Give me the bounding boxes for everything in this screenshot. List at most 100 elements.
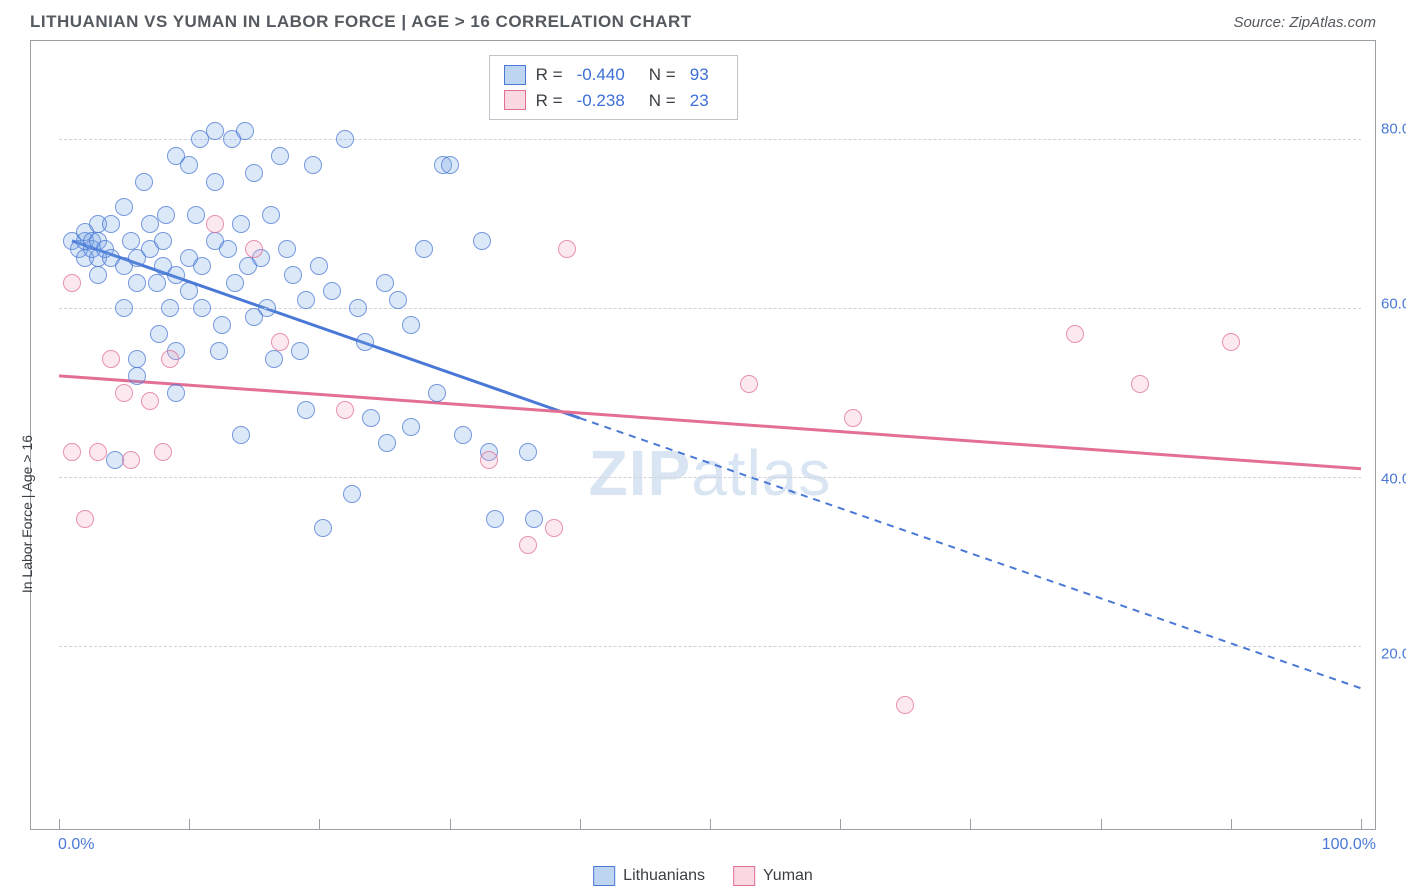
scatter-point: [63, 274, 81, 292]
scatter-point: [206, 173, 224, 191]
scatter-point: [473, 232, 491, 250]
scatter-point: [150, 325, 168, 343]
scatter-point: [167, 266, 185, 284]
scatter-point: [76, 510, 94, 528]
scatter-point: [310, 257, 328, 275]
plot-region: ZIPatlas R =-0.440N =93R =-0.238N =23: [59, 55, 1361, 815]
scatter-point: [545, 519, 563, 537]
scatter-point: [336, 401, 354, 419]
scatter-point: [128, 274, 146, 292]
scatter-point: [844, 409, 862, 427]
scatter-point: [278, 240, 296, 258]
x-tick: [59, 819, 60, 829]
scatter-point: [356, 333, 374, 351]
scatter-point: [206, 215, 224, 233]
scatter-point: [1131, 375, 1149, 393]
scatter-point: [480, 451, 498, 469]
legend-label: Yuman: [763, 867, 813, 885]
x-tick: [1231, 819, 1232, 829]
legend-swatch: [593, 866, 615, 886]
source-label: Source: ZipAtlas.com: [1233, 14, 1376, 31]
scatter-point: [265, 350, 283, 368]
scatter-point: [63, 443, 81, 461]
stat-n-value: 93: [690, 62, 709, 88]
legend-label: Lithuanians: [623, 867, 705, 885]
y-tick-label: 20.0%: [1381, 645, 1406, 662]
x-tick: [1101, 819, 1102, 829]
legend-swatch: [504, 65, 526, 85]
scatter-point: [245, 240, 263, 258]
legend-swatch: [504, 90, 526, 110]
regression-line: [59, 376, 1361, 469]
scatter-point: [128, 367, 146, 385]
scatter-point: [343, 485, 361, 503]
x-tick: [189, 819, 190, 829]
scatter-point: [213, 316, 231, 334]
x-axis-min-label: 0.0%: [58, 836, 94, 854]
scatter-point: [519, 443, 537, 461]
legend-item: Lithuanians: [593, 866, 705, 886]
stat-r-label: R =: [536, 88, 563, 114]
chart-title: LITHUANIAN VS YUMAN IN LABOR FORCE | AGE…: [30, 12, 692, 32]
scatter-point: [180, 156, 198, 174]
legend-bottom: Lithuanians Yuman: [593, 866, 813, 886]
x-tick: [319, 819, 320, 829]
scatter-point: [245, 164, 263, 182]
stats-legend-row: R =-0.238N =23: [504, 88, 723, 114]
scatter-point: [262, 206, 280, 224]
scatter-point: [402, 316, 420, 334]
scatter-point: [362, 409, 380, 427]
scatter-point: [1066, 325, 1084, 343]
scatter-point: [428, 384, 446, 402]
scatter-point: [157, 206, 175, 224]
scatter-point: [193, 299, 211, 317]
y-tick-label: 40.0%: [1381, 470, 1406, 487]
stat-r-label: R =: [536, 62, 563, 88]
scatter-point: [297, 401, 315, 419]
legend-swatch: [733, 866, 755, 886]
regression-line-extrapolated: [580, 418, 1361, 688]
scatter-point: [167, 384, 185, 402]
scatter-point: [454, 426, 472, 444]
scatter-point: [141, 392, 159, 410]
scatter-point: [486, 510, 504, 528]
x-tick: [970, 819, 971, 829]
scatter-point: [232, 215, 250, 233]
x-tick: [450, 819, 451, 829]
scatter-point: [323, 282, 341, 300]
scatter-point: [519, 536, 537, 554]
scatter-point: [389, 291, 407, 309]
y-tick-label: 80.0%: [1381, 120, 1406, 137]
scatter-point: [336, 130, 354, 148]
scatter-point: [102, 215, 120, 233]
scatter-point: [154, 232, 172, 250]
scatter-point: [102, 350, 120, 368]
stat-n-label: N =: [649, 62, 676, 88]
scatter-point: [89, 443, 107, 461]
scatter-point: [291, 342, 309, 360]
scatter-point: [740, 375, 758, 393]
scatter-point: [284, 266, 302, 284]
scatter-point: [115, 384, 133, 402]
stat-n-value: 23: [690, 88, 709, 114]
stat-r-value: -0.238: [577, 88, 625, 114]
x-axis-max-label: 100.0%: [1322, 836, 1376, 854]
scatter-point: [161, 299, 179, 317]
scatter-point: [376, 274, 394, 292]
scatter-point: [128, 350, 146, 368]
scatter-point: [219, 240, 237, 258]
scatter-point: [304, 156, 322, 174]
scatter-point: [297, 291, 315, 309]
legend-item: Yuman: [733, 866, 813, 886]
stats-legend-row: R =-0.440N =93: [504, 62, 723, 88]
gridline-h: [59, 139, 1361, 140]
scatter-point: [89, 266, 107, 284]
scatter-point: [378, 434, 396, 452]
stats-legend-box: R =-0.440N =93R =-0.238N =23: [489, 55, 738, 120]
scatter-point: [206, 122, 224, 140]
scatter-point: [226, 274, 244, 292]
scatter-point: [1222, 333, 1240, 351]
scatter-point: [122, 451, 140, 469]
scatter-point: [232, 426, 250, 444]
gridline-h: [59, 646, 1361, 647]
